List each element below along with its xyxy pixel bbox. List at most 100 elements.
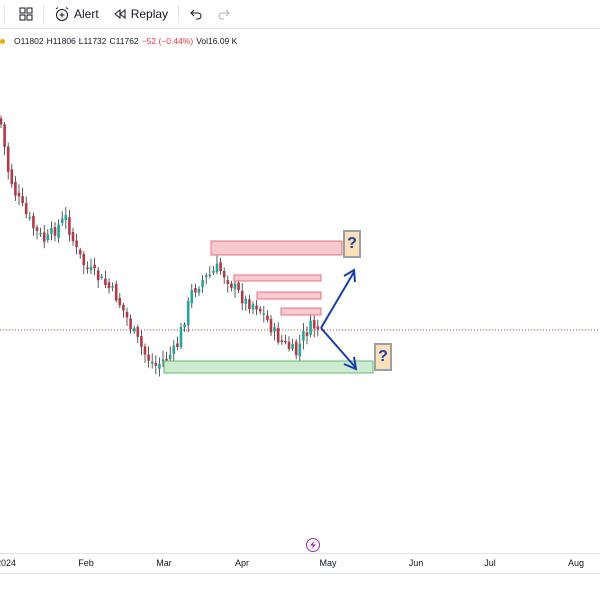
tick-may: May [319, 558, 337, 568]
candle-body [14, 182, 17, 196]
toolbar-edge [0, 5, 5, 23]
toolbar-divider [43, 5, 44, 23]
candle-body [316, 326, 320, 330]
demand-zone[interactable] [163, 360, 374, 374]
candle-body [89, 266, 93, 271]
candle-body [226, 280, 230, 284]
candle-body [186, 300, 190, 326]
lightning-icon [310, 541, 316, 549]
replay-label: Replay [130, 7, 169, 21]
candle-body [154, 362, 158, 366]
candle-body [136, 326, 140, 337]
candle-body [114, 283, 118, 301]
candle-body [21, 196, 24, 203]
candle-body [309, 320, 312, 335]
legend-low: L11732 [78, 36, 107, 46]
alert-label: Alert [74, 7, 99, 21]
candle-body [176, 343, 179, 347]
candle-body [75, 240, 78, 248]
candle-body [305, 332, 309, 336]
candle-body [60, 218, 64, 223]
candle-body [111, 286, 114, 288]
question-mark-lower[interactable]: ? [374, 343, 392, 371]
lightning-logo-icon[interactable] [306, 538, 320, 552]
candle-body [68, 217, 71, 235]
tick-jul: Jul [484, 558, 496, 568]
candle-body [302, 330, 305, 341]
candle-body [125, 311, 129, 318]
candle-body [258, 308, 262, 312]
candle-body [96, 270, 100, 281]
candle-body [237, 282, 240, 290]
tick-aug: Aug [567, 558, 585, 568]
candle-body [86, 267, 89, 269]
candle-body [100, 276, 104, 279]
candle-body [118, 297, 122, 306]
legend-volume: Vol16.09 K [196, 36, 238, 46]
candle-body [240, 290, 244, 304]
candle-body [215, 263, 219, 273]
replay-button[interactable]: Replay [109, 2, 172, 26]
candle-body [230, 283, 233, 288]
candle-body [172, 345, 176, 354]
supply-zone-1[interactable] [210, 240, 343, 256]
candle-body [204, 275, 208, 278]
candle-body [269, 318, 273, 333]
candle-body [78, 249, 82, 255]
candle-body [273, 327, 276, 332]
top-toolbar: Alert Replay [0, 0, 600, 29]
redo-icon [218, 9, 230, 20]
alert-button[interactable]: Alert [50, 2, 103, 26]
candle-body [280, 340, 284, 342]
legend-high: H11806 [46, 36, 76, 46]
candle-body [93, 264, 96, 269]
candle-body [17, 192, 21, 197]
candle-body [6, 146, 10, 172]
candle-body [287, 341, 291, 349]
candle-body [219, 262, 222, 272]
candle-body [82, 253, 86, 266]
candle-body [284, 340, 287, 343]
candle-body [10, 169, 14, 185]
alarm-clock-plus-icon [55, 7, 69, 21]
candle-body [233, 283, 237, 290]
candles [0, 115, 320, 377]
candle-body [57, 224, 60, 238]
supply-zone-3[interactable] [256, 291, 322, 300]
candle-body [276, 327, 280, 343]
legend-open: O11802 [14, 36, 44, 46]
candle-body [28, 216, 32, 219]
candle-body [255, 305, 258, 310]
candle-body [129, 318, 132, 330]
redo-button[interactable] [213, 2, 235, 26]
supply-zone-2[interactable] [233, 274, 322, 282]
tick-apr: Apr [234, 558, 250, 568]
time-axis[interactable]: 2024 Feb Mar Apr May Jun Jul Aug [0, 553, 600, 574]
tick-mar: Mar [156, 558, 172, 568]
candle-body [158, 363, 161, 369]
candle-body [190, 289, 194, 304]
candle-body [194, 288, 197, 293]
layout-button[interactable] [15, 2, 37, 26]
candle-body [291, 343, 294, 349]
candle-body [251, 304, 255, 310]
candle-body [147, 354, 150, 361]
tick-feb: Feb [78, 558, 94, 568]
candle-body [50, 228, 53, 234]
candle-body [201, 279, 204, 288]
candle-body [150, 361, 154, 364]
candle-body [39, 232, 42, 235]
question-mark-upper[interactable]: ? [343, 230, 361, 258]
candle-body [197, 288, 201, 293]
price-chart[interactable] [0, 48, 600, 553]
candle-body [161, 359, 165, 362]
candle-body [64, 214, 68, 221]
tick-jun: Jun [408, 558, 424, 568]
projection-arrows[interactable] [320, 268, 358, 371]
candle-body [132, 328, 136, 332]
supply-zone-4[interactable] [280, 307, 322, 316]
undo-button[interactable] [185, 2, 207, 26]
replay-rewind-icon [113, 8, 126, 20]
candle-body [107, 282, 111, 289]
candle-body [122, 304, 125, 311]
